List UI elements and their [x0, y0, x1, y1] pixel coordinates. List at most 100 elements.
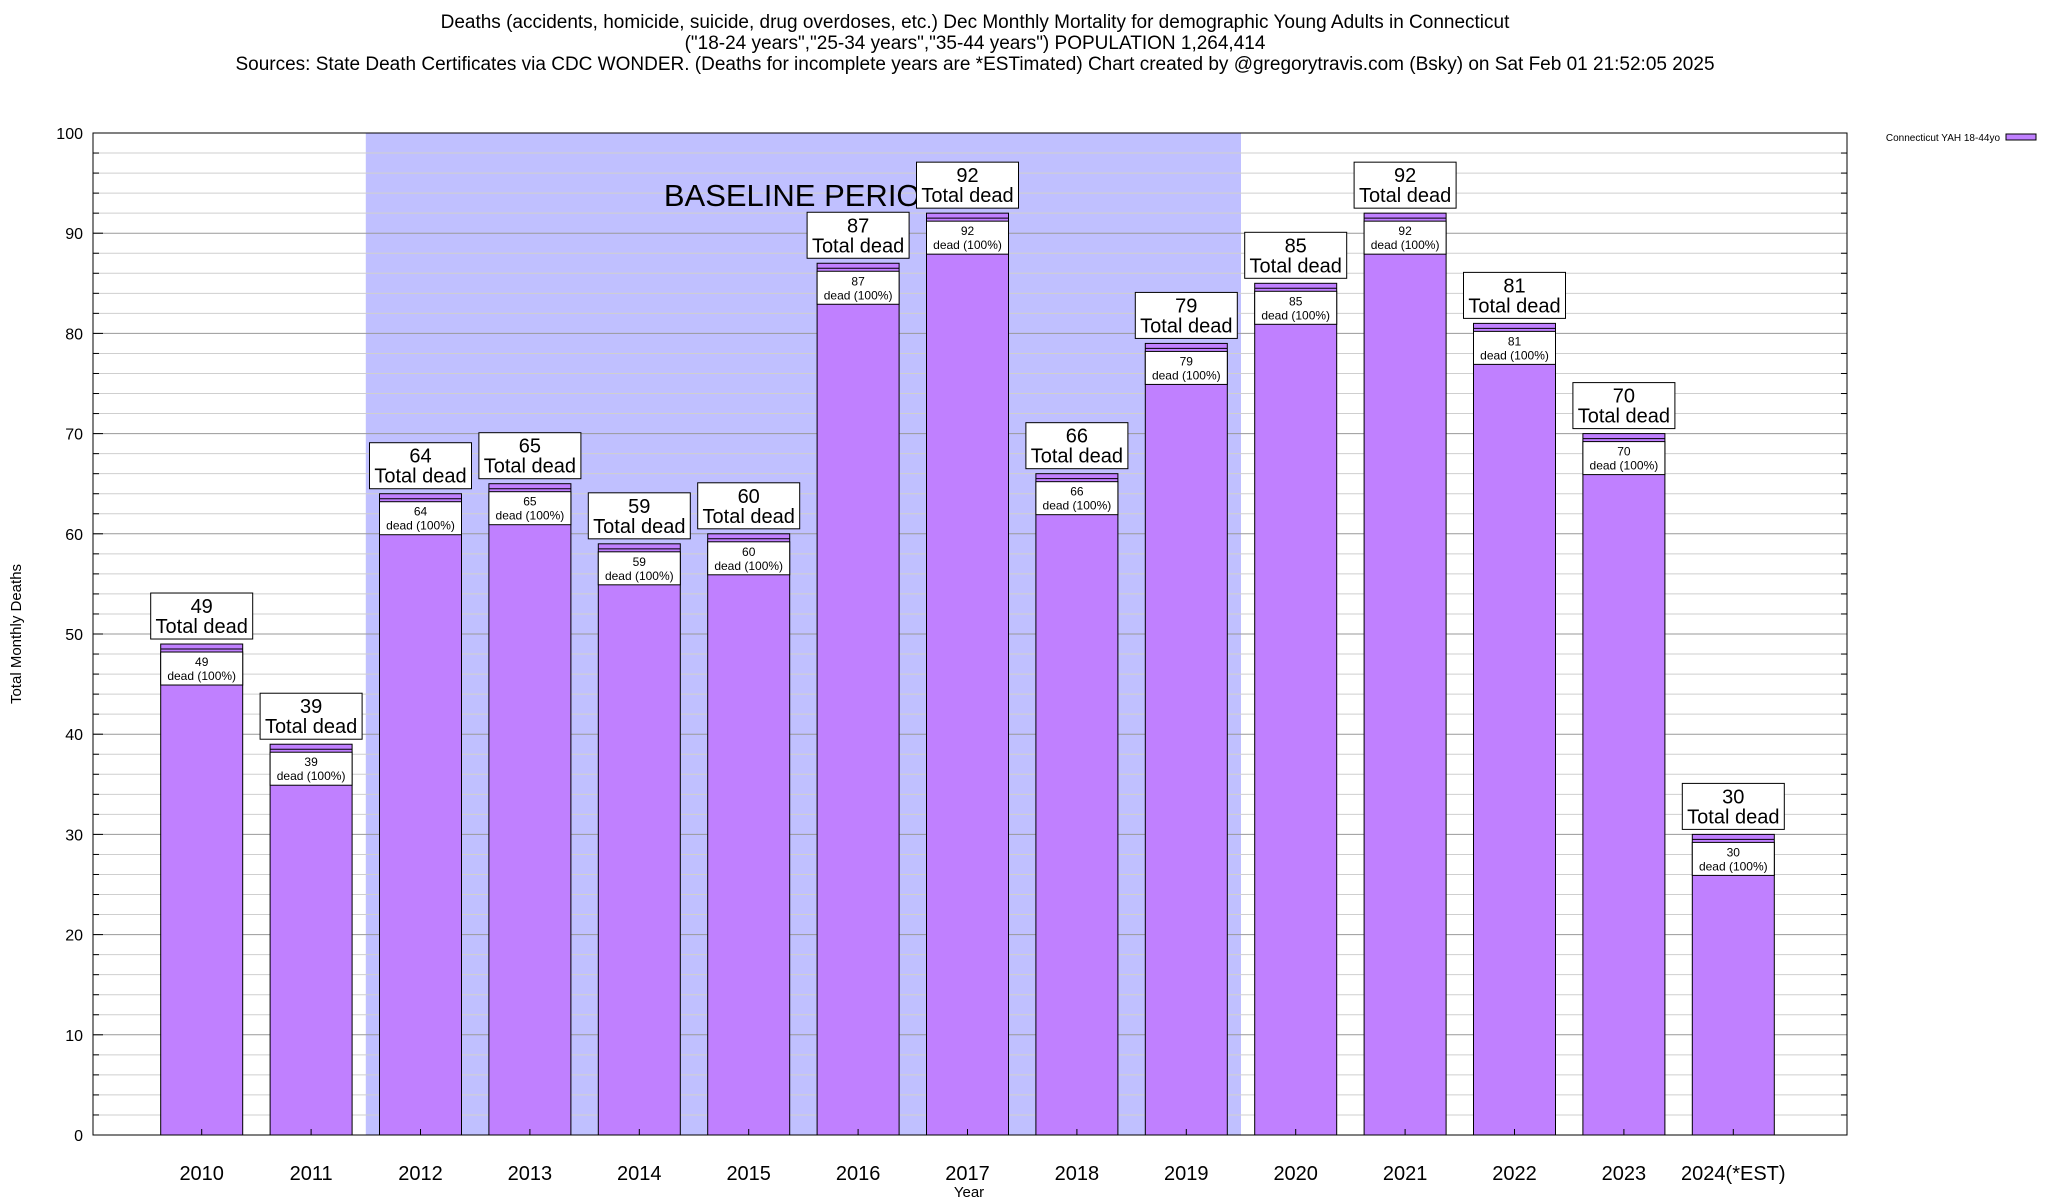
segment-label-box: [597, 551, 681, 586]
bar: [269, 743, 353, 1136]
total-label-box: [1463, 271, 1566, 319]
x-tick-label: 2011: [290, 1163, 333, 1185]
segment-label-text: dead (100%): [1480, 348, 1549, 362]
bar: [926, 212, 1009, 1136]
x-tick-label: 2014: [617, 1163, 662, 1185]
x-tick-label: 2015: [726, 1163, 771, 1185]
segment-label-box: [1473, 330, 1556, 365]
segment-label-box: [1363, 220, 1447, 255]
segment-label-value: 79: [1180, 354, 1194, 368]
segment-label-value: 92: [961, 224, 975, 238]
segment-label-text: dead (100%): [167, 669, 236, 683]
segment-label-box: [1582, 441, 1666, 476]
total-label-value: 70: [1613, 386, 1635, 408]
y-tick-label: 70: [65, 427, 83, 444]
total-label-value: 30: [1722, 786, 1744, 808]
total-label-text: Total dead: [265, 716, 357, 738]
total-label-box: [587, 492, 691, 540]
y-tick-label: 20: [65, 928, 83, 945]
segment-label-box: [160, 651, 244, 686]
total-label-value: 64: [409, 446, 431, 468]
bar: [1473, 322, 1556, 1136]
segment-label-value: 66: [1070, 485, 1084, 499]
total-label-box: [697, 482, 801, 530]
y-tick-label: 10: [65, 1028, 83, 1045]
total-label-text: Total dead: [1687, 806, 1779, 828]
segment-label-text: dead (100%): [1590, 459, 1659, 473]
segment-label-value: 49: [195, 655, 209, 669]
total-label-text: Total dead: [1140, 315, 1232, 337]
total-label-value: 92: [1394, 165, 1416, 187]
total-label-box: [150, 592, 254, 640]
legend-label: Connecticut YAH 18-44yo: [1886, 133, 2001, 144]
total-label-text: Total dead: [1359, 185, 1451, 207]
x-tick-label: 2017: [945, 1163, 990, 1185]
total-label-box: [478, 432, 582, 480]
segment-label-value: 87: [851, 274, 865, 288]
x-tick-label: 2013: [508, 1163, 553, 1185]
total-label-value: 85: [1285, 235, 1307, 257]
x-tick-label: 2021: [1383, 1163, 1428, 1185]
total-label-text: Total dead: [1250, 255, 1342, 277]
segment-label-text: dead (100%): [714, 559, 783, 573]
segment-label-text: dead (100%): [605, 569, 674, 583]
x-tick-label: 2020: [1273, 1163, 1318, 1185]
x-tick-label: 2018: [1055, 1163, 1100, 1185]
total-label-text: Total dead: [593, 516, 685, 538]
segment-label-value: 39: [304, 755, 318, 769]
bar: [1363, 212, 1447, 1136]
total-label-text: Total dead: [156, 616, 248, 638]
segment-label-value: 85: [1289, 294, 1303, 308]
total-label-value: 79: [1175, 295, 1197, 317]
segment-label-text: dead (100%): [496, 509, 565, 523]
segment-label-value: 64: [414, 505, 428, 519]
segment-label-box: [1144, 350, 1228, 385]
title-line-3: Sources: State Death Certificates via CD…: [235, 54, 1715, 75]
segment-label-value: 60: [742, 545, 756, 559]
total-label-value: 59: [628, 496, 650, 518]
total-label-text: Total dead: [1468, 295, 1560, 317]
total-label-box: [806, 211, 910, 259]
bar: [1691, 833, 1775, 1136]
y-tick-label: 0: [74, 1128, 83, 1145]
segment-label-value: 81: [1508, 334, 1522, 348]
x-tick-label: 2010: [179, 1163, 224, 1185]
segment-label-text: dead (100%): [1261, 308, 1330, 322]
y-tick-label: 40: [65, 727, 83, 744]
segment-label-box: [1254, 290, 1338, 325]
total-label-value: 60: [738, 486, 760, 508]
segment-label-value: 65: [523, 495, 537, 509]
segment-label-box: [1035, 481, 1119, 516]
y-axis-label: Total Monthly Deaths: [8, 564, 25, 704]
total-label-text: Total dead: [703, 506, 795, 528]
bar: [597, 543, 681, 1136]
chart-title: Deaths (accidents, homicide, suicide, dr…: [0, 12, 1950, 75]
segment-label-text: dead (100%): [933, 238, 1002, 252]
bar: [1035, 473, 1119, 1136]
y-tick-label: 80: [65, 326, 83, 343]
segment-label-text: dead (100%): [1043, 499, 1112, 513]
plot-border: [92, 132, 1848, 1136]
title-line-1: Deaths (accidents, homicide, suicide, dr…: [440, 12, 1510, 33]
total-label-box: [369, 442, 472, 490]
x-tick-label: 2022: [1492, 1163, 1537, 1185]
y-tick-label: 30: [65, 827, 83, 844]
x-tick-label: 2012: [398, 1163, 443, 1185]
bar: [1254, 282, 1338, 1136]
y-tick-label: 60: [65, 527, 83, 544]
total-label-value: 39: [300, 696, 322, 718]
x-tick-label: 2016: [836, 1163, 881, 1185]
segment-label-value: 92: [1398, 224, 1412, 238]
total-label-box: [1244, 231, 1348, 279]
total-label-box: [1572, 382, 1676, 430]
x-tick-label: 2019: [1164, 1163, 1209, 1185]
total-label-value: 49: [191, 596, 213, 618]
legend-swatch: [2005, 133, 2037, 141]
y-tick-label: 50: [65, 627, 83, 644]
bar: [1144, 342, 1228, 1136]
total-label-box: [916, 161, 1019, 209]
total-label-text: Total dead: [1578, 406, 1670, 428]
title-line-2: ("18-24 years","25-34 years","35-44 year…: [684, 33, 1266, 54]
total-label-value: 65: [519, 436, 541, 458]
